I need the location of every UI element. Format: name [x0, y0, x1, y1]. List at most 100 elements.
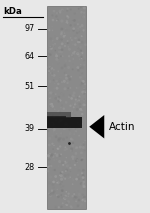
Point: [72, 51, 75, 55]
Bar: [47, 117, 82, 128]
Point: [83, 58, 85, 62]
Point: [51, 47, 53, 50]
Point: [83, 143, 85, 146]
Point: [58, 95, 60, 99]
Point: [56, 123, 58, 127]
Point: [73, 192, 75, 196]
Point: [63, 119, 65, 123]
Point: [67, 45, 69, 49]
Point: [47, 46, 50, 50]
Point: [70, 31, 72, 34]
Point: [54, 175, 57, 178]
Point: [57, 61, 60, 65]
Point: [48, 94, 50, 98]
Point: [62, 185, 64, 188]
Point: [54, 152, 57, 155]
Point: [51, 103, 53, 106]
Point: [50, 164, 52, 168]
Point: [75, 200, 77, 203]
Point: [66, 7, 69, 11]
Point: [63, 128, 65, 131]
Point: [74, 195, 76, 199]
Point: [66, 81, 69, 85]
Point: [53, 74, 55, 77]
Point: [47, 129, 50, 133]
Point: [52, 191, 54, 195]
Point: [57, 193, 60, 197]
Point: [69, 161, 71, 164]
Point: [61, 42, 63, 46]
Point: [58, 137, 60, 141]
Point: [55, 15, 58, 18]
Point: [67, 71, 69, 75]
Point: [52, 114, 54, 117]
Point: [63, 196, 65, 200]
Point: [83, 63, 86, 67]
Point: [79, 145, 81, 149]
Point: [68, 177, 70, 180]
Point: [53, 115, 55, 119]
Point: [55, 119, 58, 123]
Point: [59, 9, 61, 13]
Point: [82, 203, 84, 207]
Point: [74, 101, 76, 104]
Point: [64, 196, 66, 199]
Point: [57, 70, 60, 73]
Point: [61, 161, 64, 165]
Point: [80, 63, 82, 66]
Point: [56, 58, 58, 61]
Point: [71, 177, 74, 180]
Point: [67, 66, 70, 69]
Point: [53, 9, 55, 13]
Point: [57, 147, 59, 151]
Point: [48, 143, 51, 147]
Point: [61, 27, 63, 31]
Point: [71, 19, 74, 22]
Point: [53, 158, 55, 162]
Point: [64, 146, 67, 149]
Point: [78, 102, 81, 106]
Point: [50, 37, 52, 40]
Point: [60, 205, 63, 209]
Point: [67, 41, 69, 45]
Point: [79, 25, 81, 29]
Point: [67, 200, 70, 203]
Point: [66, 147, 68, 151]
Point: [66, 42, 69, 45]
Point: [53, 44, 55, 48]
Point: [48, 158, 51, 161]
Point: [82, 15, 85, 19]
Point: [50, 175, 52, 179]
Point: [53, 124, 56, 127]
Point: [81, 52, 84, 55]
Point: [74, 50, 76, 53]
Point: [77, 86, 80, 89]
Point: [83, 187, 85, 191]
Point: [54, 168, 56, 172]
Point: [50, 154, 53, 158]
Point: [72, 144, 74, 148]
Point: [61, 118, 64, 122]
Point: [51, 105, 54, 108]
Point: [48, 163, 50, 166]
Point: [61, 104, 63, 107]
Point: [80, 203, 83, 206]
Point: [74, 36, 77, 40]
Point: [81, 16, 84, 19]
Point: [82, 197, 84, 200]
Point: [64, 122, 67, 126]
Point: [61, 8, 64, 12]
Point: [81, 34, 84, 37]
Point: [52, 183, 54, 186]
Point: [71, 183, 74, 186]
Point: [47, 170, 49, 173]
Point: [48, 123, 50, 126]
Point: [52, 155, 54, 158]
Point: [50, 46, 53, 49]
Point: [60, 153, 62, 156]
Point: [77, 27, 80, 30]
Point: [79, 45, 82, 49]
Point: [84, 91, 86, 94]
Point: [69, 166, 72, 170]
Point: [49, 194, 52, 197]
